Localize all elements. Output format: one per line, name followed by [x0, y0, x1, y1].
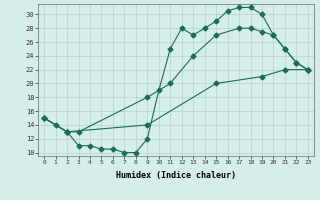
X-axis label: Humidex (Indice chaleur): Humidex (Indice chaleur): [116, 171, 236, 180]
